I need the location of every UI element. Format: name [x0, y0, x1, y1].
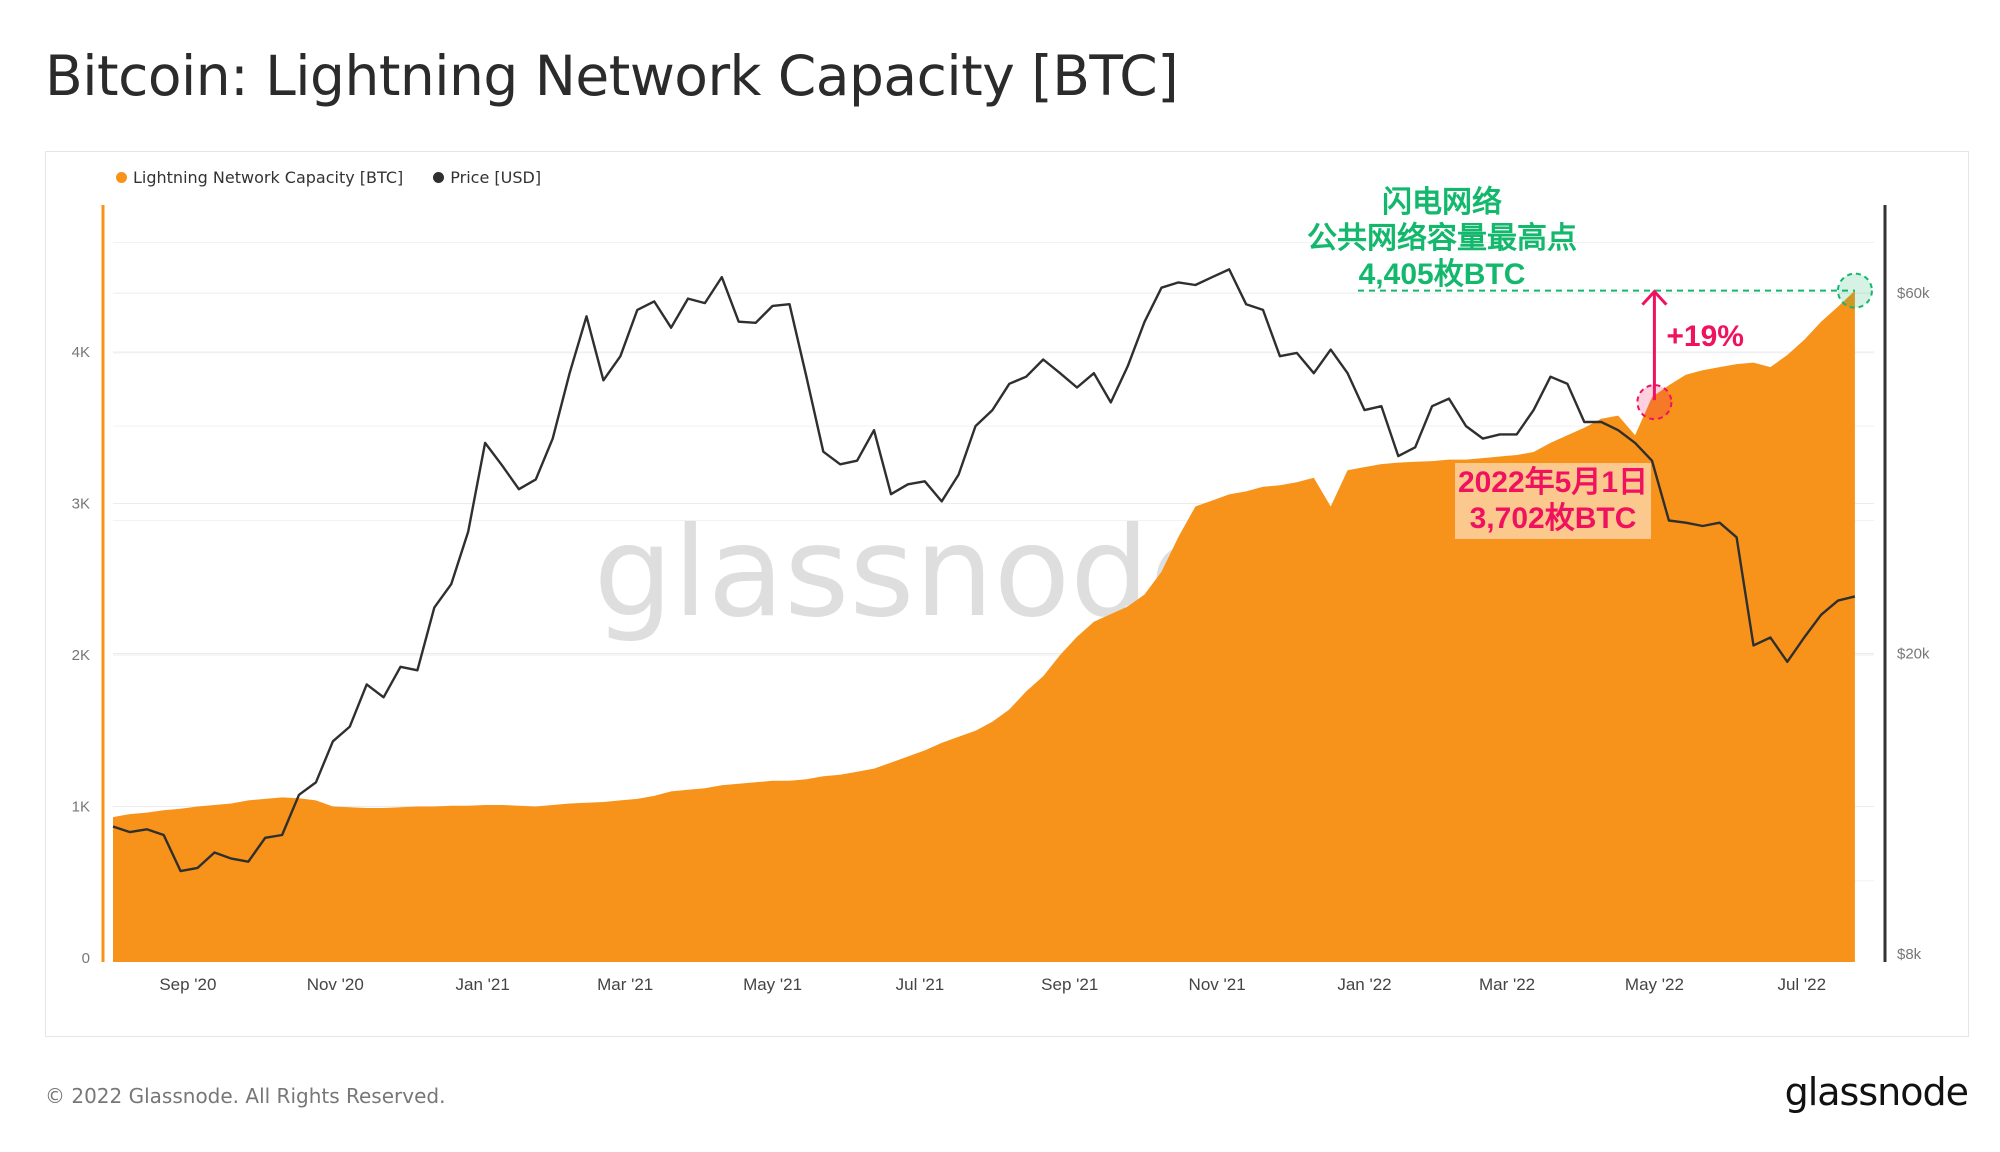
x-tick-label: Nov '21: [1189, 975, 1246, 994]
reference-label-bg: [1455, 463, 1651, 539]
black-dot-icon: [433, 172, 445, 183]
legend-label: Price [USD]: [450, 168, 542, 187]
x-tick-label: Mar '22: [1479, 975, 1535, 994]
x-tick-label: May '22: [1625, 975, 1684, 994]
x-tick-label: Sep '20: [159, 975, 216, 994]
left-tick-label: 1K: [72, 799, 90, 816]
reference-annotation-text: 3,702枚BTC: [1470, 502, 1637, 535]
x-tick-label: Sep '21: [1041, 975, 1098, 994]
x-tick-label: Jan '22: [1337, 975, 1391, 994]
peak-annotation-text: 闪电网络: [1382, 185, 1502, 219]
glassnode-logo[interactable]: glassnode: [1784, 1070, 1969, 1114]
left-tick-label: 4K: [72, 344, 90, 361]
right-tick-label: $8k: [1897, 946, 1922, 963]
reference-annotation-text: 2022年5月1日: [1458, 466, 1648, 499]
x-tick-label: Jul '21: [896, 975, 945, 994]
left-tick-label: 2K: [72, 647, 90, 664]
orange-dot-icon: [116, 172, 127, 183]
x-tick-label: Jul '22: [1777, 975, 1826, 994]
legend: Lightning Network Capacity [BTC] Price […: [116, 168, 541, 187]
x-tick-label: Mar '21: [597, 975, 653, 994]
page-title: Bitcoin: Lightning Network Capacity [BTC…: [45, 44, 1179, 108]
x-tick-label: Jan '21: [455, 975, 509, 994]
peak-marker: [1836, 272, 1873, 309]
peak-annotation-text: 4,405枚BTC: [1359, 258, 1526, 291]
capacity-area: [113, 290, 1855, 963]
arrow-head-icon: [1641, 289, 1668, 306]
x-tick-label: Nov '20: [307, 975, 364, 994]
right-tick-label: $60k: [1897, 285, 1930, 302]
growth-percent: +19%: [1666, 320, 1744, 353]
left-tick-label: 0: [82, 950, 90, 967]
legend-label: Lightning Network Capacity [BTC]: [133, 168, 404, 187]
peak-annotation-text: 公共网络容量最高点: [1307, 221, 1577, 255]
legend-item-price[interactable]: Price [USD]: [433, 168, 541, 187]
left-tick-label: 3K: [72, 496, 90, 513]
copyright: © 2022 Glassnode. All Rights Reserved.: [45, 1084, 446, 1108]
right-tick-label: $20k: [1897, 645, 1930, 662]
price-line: [112, 268, 1856, 873]
x-tick-label: May '21: [743, 975, 802, 994]
reference-marker: [1636, 384, 1673, 421]
chart-container: [45, 151, 1969, 1037]
legend-item-capacity[interactable]: Lightning Network Capacity [BTC]: [116, 168, 403, 187]
